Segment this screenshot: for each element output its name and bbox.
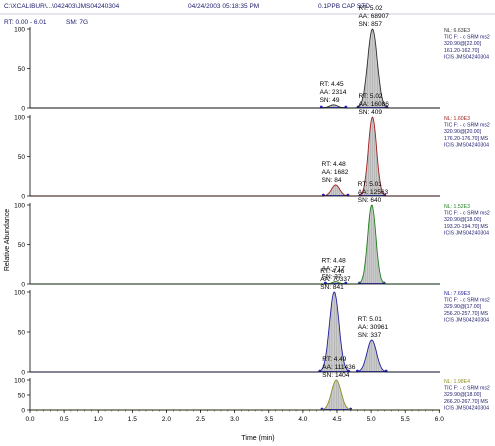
trace-info: NL: 1.60E3 xyxy=(444,116,470,122)
x-tick-label: 6.0 xyxy=(435,416,444,423)
x-axis-label: Time (min) xyxy=(241,435,274,442)
y-tick-label: 0 xyxy=(21,407,25,414)
trace-info: NL: 1.52E3 xyxy=(444,204,470,210)
x-tick-label: 2.5 xyxy=(196,416,205,423)
y-tick-label: 50 xyxy=(18,154,26,161)
y-tick-label: 50 xyxy=(18,392,26,399)
peak-label: RT: 4.48 xyxy=(322,258,346,265)
trace-info: ICIS JMS04240304 xyxy=(444,230,489,236)
trace-info: ICIS JMS04240304 xyxy=(444,317,489,323)
x-axis: 0.0 0.5 1.0 1.5 2.0 2.5 3.0 3.5 4.0 4.5 5.0 5.5 6.0 xyxy=(25,410,444,423)
peak-label: AA: 2314 xyxy=(320,89,347,96)
trace-info: NL: 7.69E3 xyxy=(444,291,470,297)
trace-info: 176.20-176.70] MS xyxy=(444,136,489,142)
peak-label: RT: 5.02 xyxy=(358,5,382,12)
peak-label: AA: 1682 xyxy=(322,169,349,176)
x-tick-label: 1.5 xyxy=(128,416,137,423)
peak-label: SN: 1404 xyxy=(322,372,349,379)
file-path: C:\XCALIBUR\...\042403\JMS04240304 xyxy=(4,3,120,10)
trace-info: 320.90@[22.00] xyxy=(444,41,482,47)
trace-info: TIC F: - c SRM ms2 xyxy=(444,386,490,392)
peak-label: AA: 12563 xyxy=(358,189,389,196)
peak-label: SN: 337 xyxy=(358,332,382,339)
smoothing: SM: 7G xyxy=(66,19,89,26)
trace-line xyxy=(30,379,440,411)
trace-info: NL: 6.63E3 xyxy=(444,28,470,34)
trace-info: TIC F: - c SRM ms2 xyxy=(444,211,490,217)
peak-label: AA: 111436 xyxy=(322,364,355,371)
peak-label: SN: 49 xyxy=(320,97,340,104)
peak-label: SN: 857 xyxy=(358,21,382,28)
y-tick-label: 100 xyxy=(14,202,25,209)
trace-info: 266.20-267.70] MS xyxy=(444,399,489,405)
peak-label: RT: 5.01 xyxy=(358,316,382,323)
peak-label: RT: 4.46 xyxy=(320,268,344,275)
y-tick-label: 0 xyxy=(21,105,25,112)
x-tick-label: 3.5 xyxy=(264,416,273,423)
y-tick-label: 0 xyxy=(21,281,25,288)
trace-info: 161.20-162.70] xyxy=(444,48,479,54)
trace-info: ICIS JMS04240304 xyxy=(444,405,489,411)
peak-label: RT: 4.48 xyxy=(322,161,346,168)
peak-label: SN: 841 xyxy=(320,284,344,291)
x-tick-label: 0.5 xyxy=(60,416,69,423)
trace-info: ICIS JMS04240304 xyxy=(444,142,489,148)
peak-label: SN: 640 xyxy=(358,197,382,204)
trace-info: TIC F: - c SRM ms2 xyxy=(444,123,490,129)
x-tick-label: 2.0 xyxy=(162,416,171,423)
x-tick-label: 5.5 xyxy=(401,416,410,423)
y-tick-label: 100 xyxy=(14,377,25,384)
trace-info: 329.90@[18.00] xyxy=(444,392,482,398)
peak-label: RT: 5.01 xyxy=(358,181,382,188)
peak-label: RT: 4.49 xyxy=(322,356,346,363)
y-tick-label: 50 xyxy=(18,329,26,336)
peak-label: SN: 84 xyxy=(322,177,342,184)
y-tick-label: 100 xyxy=(14,289,25,296)
peak-label: RT: 5.02 xyxy=(358,93,382,100)
rt-range: RT: 0.00 - 6.01 xyxy=(4,19,47,26)
peak-label: SN: 37 xyxy=(322,274,342,281)
peak-label: AA: 68907 xyxy=(358,13,389,20)
y-tick-label: 0 xyxy=(21,369,25,376)
y-axis-label: Relative Abundance xyxy=(4,209,11,271)
y-tick-label: 100 xyxy=(14,26,25,33)
sample-name: 0.1PPB CAP STD xyxy=(318,3,370,10)
acquisition-datetime: 04/24/2003 05:18:35 PM xyxy=(188,3,260,10)
x-tick-label: 4.0 xyxy=(298,416,307,423)
trace-info: 329.90@[17.00] xyxy=(444,304,482,310)
trace-info: 320.90@[20.00] xyxy=(444,129,482,135)
x-tick-label: 3.0 xyxy=(230,416,239,423)
y-tick-label: 0 xyxy=(21,193,25,200)
x-tick-label: 5.0 xyxy=(367,416,376,423)
trace-info: 193.20-194.70] MS xyxy=(444,224,489,230)
peak-label: AA: 70337 xyxy=(320,276,351,283)
trace-info: 256.20-257.70] MS xyxy=(444,311,489,317)
trace-info: NL: 1.98E4 xyxy=(444,379,470,385)
y-tick-label: 50 xyxy=(18,66,26,73)
peak-label: SN: 409 xyxy=(358,109,382,116)
trace-info: 320.90@[18.00] xyxy=(444,217,482,223)
x-tick-label: 4.5 xyxy=(332,416,341,423)
x-tick-label: 0.0 xyxy=(25,416,34,423)
trace-info: ICIS JMS04240304 xyxy=(444,54,489,60)
y-tick-label: 100 xyxy=(14,114,25,121)
x-tick-label: 1.0 xyxy=(94,416,103,423)
peak-label: RT: 4.45 xyxy=(320,81,344,88)
trace-info: TIC F: - c SRM ms2 xyxy=(444,298,490,304)
peak-label: AA: 717 xyxy=(322,266,346,273)
peak-label: AA: 30961 xyxy=(358,324,389,331)
y-tick-label: 50 xyxy=(18,242,26,249)
trace-info: TIC F: - c SRM ms2 xyxy=(444,35,490,41)
peak-label: AA: 16086 xyxy=(358,101,389,108)
